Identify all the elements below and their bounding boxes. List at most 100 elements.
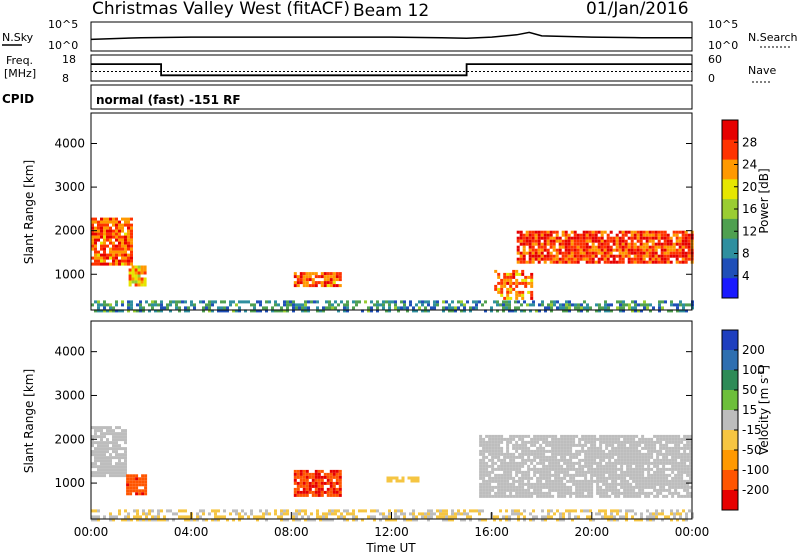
colorbar-tick-label: 100 — [742, 363, 765, 377]
heat-cell — [576, 260, 580, 264]
heat-cell — [623, 452, 627, 456]
heat-cell — [494, 494, 498, 498]
heat-cell — [506, 272, 510, 276]
heat-cell — [553, 300, 556, 304]
heat-cell — [509, 455, 513, 459]
heat-cell — [479, 443, 483, 447]
heat-cell — [554, 437, 558, 441]
heat-cell — [280, 509, 283, 513]
heat-cell — [630, 230, 634, 234]
heat-cell — [615, 233, 619, 237]
heat-cell — [620, 455, 624, 459]
heat-cell — [688, 509, 691, 513]
heat-cell — [590, 470, 594, 474]
heat-cell — [332, 278, 336, 282]
heat-cell — [332, 281, 336, 285]
heat-cell — [317, 487, 321, 491]
heat-cell — [304, 306, 307, 310]
heat-cell — [208, 306, 211, 310]
heat-cell — [533, 455, 537, 459]
heat-cell — [623, 455, 627, 459]
heat-cell — [100, 471, 103, 475]
heat-cell — [678, 251, 682, 255]
heat-cell — [118, 232, 121, 236]
heat-cell — [537, 257, 541, 261]
heat-cell — [683, 434, 687, 438]
heat-cell — [488, 488, 492, 492]
heat-cell — [214, 518, 217, 522]
heat-cell — [322, 512, 325, 516]
heat-cell — [109, 235, 112, 239]
heat-cell — [572, 461, 576, 465]
heat-cell — [596, 449, 600, 453]
heat-cell — [685, 303, 688, 307]
heat-cell — [220, 300, 223, 304]
heat-cell — [488, 440, 492, 444]
heat-cell — [124, 515, 127, 519]
heat-cell — [600, 236, 604, 240]
velocity-x-axis: 00:00 04:00 08:00 12:00 16:00 20:00 00:00 — [74, 512, 709, 539]
heat-cell — [551, 494, 555, 498]
heat-cell — [562, 518, 565, 522]
heat-cell — [614, 473, 618, 477]
heat-cell — [570, 254, 574, 258]
heat-cell — [537, 260, 541, 264]
heat-cell — [112, 444, 115, 448]
heat-cell — [97, 300, 100, 304]
heat-cell — [657, 233, 661, 237]
heat-cell — [605, 470, 609, 474]
heat-cell — [567, 257, 571, 261]
heat-cell — [127, 256, 130, 260]
heat-cell — [590, 440, 594, 444]
heat-cell — [232, 300, 235, 304]
heat-cell — [533, 449, 537, 453]
heat-cell — [609, 236, 613, 240]
heat-cell — [562, 303, 565, 307]
scatter-region-0 — [91, 217, 133, 266]
heat-cell — [295, 306, 298, 310]
heat-cell — [293, 490, 297, 494]
heat-cell — [568, 309, 571, 313]
heat-cell — [320, 475, 324, 479]
heat-cell — [193, 306, 196, 310]
heat-cell — [97, 426, 100, 430]
heat-cell — [532, 300, 535, 304]
heat-cell — [548, 434, 552, 438]
heat-cell — [335, 275, 339, 279]
heat-cell — [557, 482, 561, 486]
heat-cell — [593, 437, 597, 441]
heat-cell — [683, 467, 687, 471]
heat-cell — [91, 244, 94, 248]
heat-cell — [296, 475, 300, 479]
heat-cell — [591, 233, 595, 237]
heat-cell — [157, 303, 160, 307]
heat-cell — [536, 440, 540, 444]
heat-cell — [587, 491, 591, 495]
heat-cell — [555, 248, 559, 252]
nave-label: Nave — [748, 64, 776, 77]
heat-cell — [144, 483, 148, 487]
heat-cell — [136, 509, 139, 513]
heat-cell — [620, 470, 624, 474]
heat-cell — [661, 518, 664, 522]
heat-cell — [614, 485, 618, 489]
heat-cell — [124, 262, 127, 266]
heat-cell — [121, 241, 124, 245]
heat-cell — [293, 275, 297, 279]
heat-cell — [578, 449, 582, 453]
heat-cell — [124, 256, 127, 260]
heat-cell — [115, 235, 118, 239]
heat-cell — [642, 257, 646, 261]
heat-cell — [238, 300, 241, 304]
heat-cell — [569, 476, 573, 480]
heat-cell — [503, 452, 507, 456]
heat-cell — [560, 446, 564, 450]
heat-cell — [599, 443, 603, 447]
heat-cell — [665, 458, 669, 462]
heat-cell — [547, 306, 550, 310]
heat-cell — [534, 233, 538, 237]
heat-cell — [581, 446, 585, 450]
heat-cell — [637, 303, 640, 307]
heat-cell — [518, 491, 522, 495]
heat-cell — [673, 303, 676, 307]
